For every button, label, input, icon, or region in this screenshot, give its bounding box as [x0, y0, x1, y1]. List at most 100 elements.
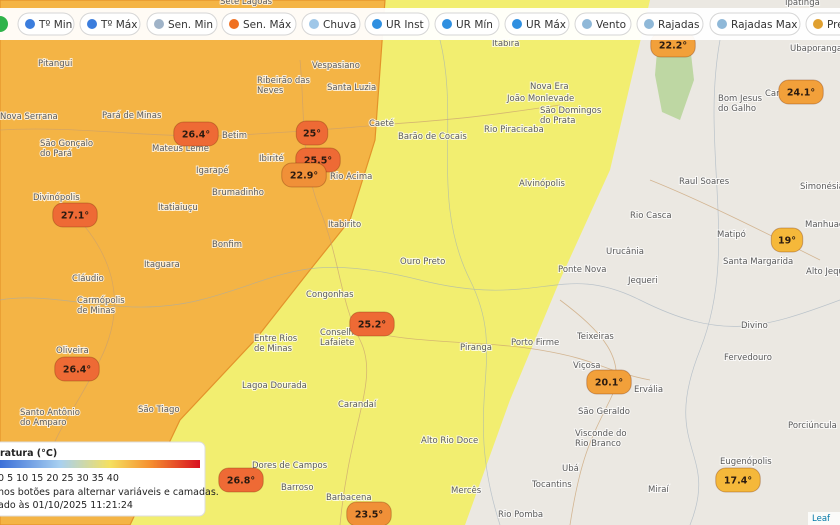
marker-label[interactable]: 27.1°: [61, 211, 89, 222]
temperature-marker[interactable]: 23.5°: [346, 501, 392, 525]
temperature-marker[interactable]: 26.8°: [218, 467, 264, 493]
button-label[interactable]: Tº Min: [38, 19, 72, 31]
button-label[interactable]: Chuva: [323, 19, 356, 31]
place-label: São Gonçalo: [40, 139, 93, 149]
marker-label[interactable]: 22.2°: [659, 41, 687, 52]
button-label[interactable]: Sen. Máx: [243, 19, 291, 31]
button-pill[interactable]: [504, 12, 570, 36]
marker-badge[interactable]: [778, 79, 824, 105]
temperature-marker[interactable]: 20.1°: [586, 369, 632, 395]
marker-label[interactable]: 25.5°: [304, 156, 332, 167]
button-label[interactable]: UR Mín: [456, 19, 493, 31]
temperature-marker[interactable]: 25°: [295, 120, 329, 146]
button-pill[interactable]: [17, 12, 75, 36]
place-label: Sete Lagoas: [220, 0, 273, 7]
place-label: Santa Margarida: [723, 257, 793, 267]
place-label: São Tiago: [138, 405, 180, 415]
temperature-marker[interactable]: 17.4°: [715, 467, 761, 493]
button-label[interactable]: UR Inst: [386, 19, 424, 31]
toolbar-button[interactable]: UR Inst: [364, 12, 430, 36]
temperature-marker[interactable]: 25.2°: [349, 311, 395, 337]
button-icon: [372, 19, 382, 29]
toolbar-button[interactable]: Vento: [574, 12, 632, 36]
marker-label[interactable]: 26.8°: [227, 476, 255, 487]
button-label[interactable]: Sen. Min: [168, 19, 213, 31]
marker-label[interactable]: 24.1°: [787, 88, 815, 99]
toolbar-button[interactable]: Tº Min: [17, 12, 75, 36]
button-pill[interactable]: [146, 12, 218, 36]
place-label: Ipatinga: [785, 0, 820, 8]
button-label[interactable]: UR Máx: [526, 19, 566, 31]
temperature-marker[interactable]: 26.4°: [173, 121, 219, 147]
toolbar-button[interactable]: Chuva: [301, 12, 361, 36]
place-label: Bonfim: [212, 240, 242, 250]
place-label: Carandaí: [338, 400, 377, 410]
marker-label[interactable]: 19°: [778, 236, 796, 247]
button-pill[interactable]: [636, 12, 704, 36]
marker-badge[interactable]: [173, 121, 219, 147]
button-pill[interactable]: [221, 12, 297, 36]
button-pill[interactable]: [79, 12, 141, 36]
button-pill[interactable]: [364, 12, 430, 36]
marker-label[interactable]: 17.4°: [724, 476, 752, 487]
marker-badge[interactable]: [52, 202, 98, 228]
place-label: Rio Acima: [330, 172, 372, 182]
toolbar-button[interactable]: Sen. Min: [146, 12, 218, 36]
temperature-marker[interactable]: 22.9°: [281, 162, 327, 188]
marker-label[interactable]: 20.1°: [595, 378, 623, 389]
button-pill[interactable]: [301, 12, 361, 36]
temperature-marker[interactable]: 19°: [770, 227, 804, 253]
place-label: Ouro Preto: [400, 257, 445, 267]
municipal-borders: [0, 39, 840, 525]
marker-label[interactable]: 26.4°: [63, 365, 91, 376]
button-label[interactable]: Tº Máx: [100, 19, 137, 31]
toolbar-button[interactable]: Rajadas Max: [709, 12, 801, 36]
marker-label[interactable]: 23.5°: [355, 510, 383, 521]
marker-badge[interactable]: [295, 120, 329, 146]
button-pill[interactable]: [434, 12, 500, 36]
place-label: Rio Branco: [575, 439, 621, 449]
button-label[interactable]: Rajadas Max: [731, 19, 797, 31]
marker-badge[interactable]: [715, 467, 761, 493]
button-pill[interactable]: [805, 12, 840, 36]
toolbar-button[interactable]: UR Mín: [434, 12, 500, 36]
attribution[interactable]: Leaf: [812, 514, 831, 524]
place-label: Santo Antônio: [20, 407, 80, 418]
attribution-bg: [808, 512, 840, 525]
marker-badge[interactable]: [281, 162, 327, 188]
toolbar-button[interactable]: Rajadas: [636, 12, 704, 36]
button-label[interactable]: Pre: [827, 19, 840, 31]
marker-badge[interactable]: [770, 227, 804, 253]
marker-label[interactable]: 22.9°: [290, 171, 318, 182]
place-label: Miraí: [648, 485, 669, 495]
place-label: Jequeri: [627, 276, 658, 286]
marker-label[interactable]: 25°: [303, 129, 321, 140]
marker-label[interactable]: 25.2°: [358, 320, 386, 331]
toolbar-button[interactable]: UR Máx: [504, 12, 570, 36]
place-label: São Geraldo: [578, 407, 630, 417]
place-label: Alvinópolis: [519, 178, 565, 189]
marker-badge[interactable]: [586, 369, 632, 395]
marker-badge[interactable]: [54, 356, 100, 382]
button-icon: [154, 19, 164, 29]
temperature-marker[interactable]: 24.1°: [778, 79, 824, 105]
place-label: Ervália: [634, 385, 663, 395]
temperature-marker[interactable]: 26.4°: [54, 356, 100, 382]
marker-badge[interactable]: [218, 467, 264, 493]
toolbar-button[interactable]: Sen. Máx: [221, 12, 297, 36]
temperature-marker[interactable]: 27.1°: [52, 202, 98, 228]
marker-label[interactable]: 26.4°: [182, 130, 210, 141]
toolbar-toggle[interactable]: [0, 16, 8, 32]
place-label: Ubaporanga: [790, 44, 840, 54]
button-label[interactable]: Vento: [596, 19, 626, 31]
place-label: do Pará: [40, 149, 72, 159]
toolbar-button[interactable]: Pre: [805, 12, 840, 36]
marker-badge[interactable]: [346, 501, 392, 525]
button-pill[interactable]: [574, 12, 632, 36]
toolbar-button[interactable]: Tº Máx: [79, 12, 141, 36]
button-pill[interactable]: [709, 12, 801, 36]
button-label[interactable]: Rajadas: [658, 19, 699, 31]
marker-badge[interactable]: [349, 311, 395, 337]
place-label: Itaguara: [144, 260, 180, 270]
legend-hint: nos botões para alternar variáveis e cam…: [0, 487, 219, 498]
